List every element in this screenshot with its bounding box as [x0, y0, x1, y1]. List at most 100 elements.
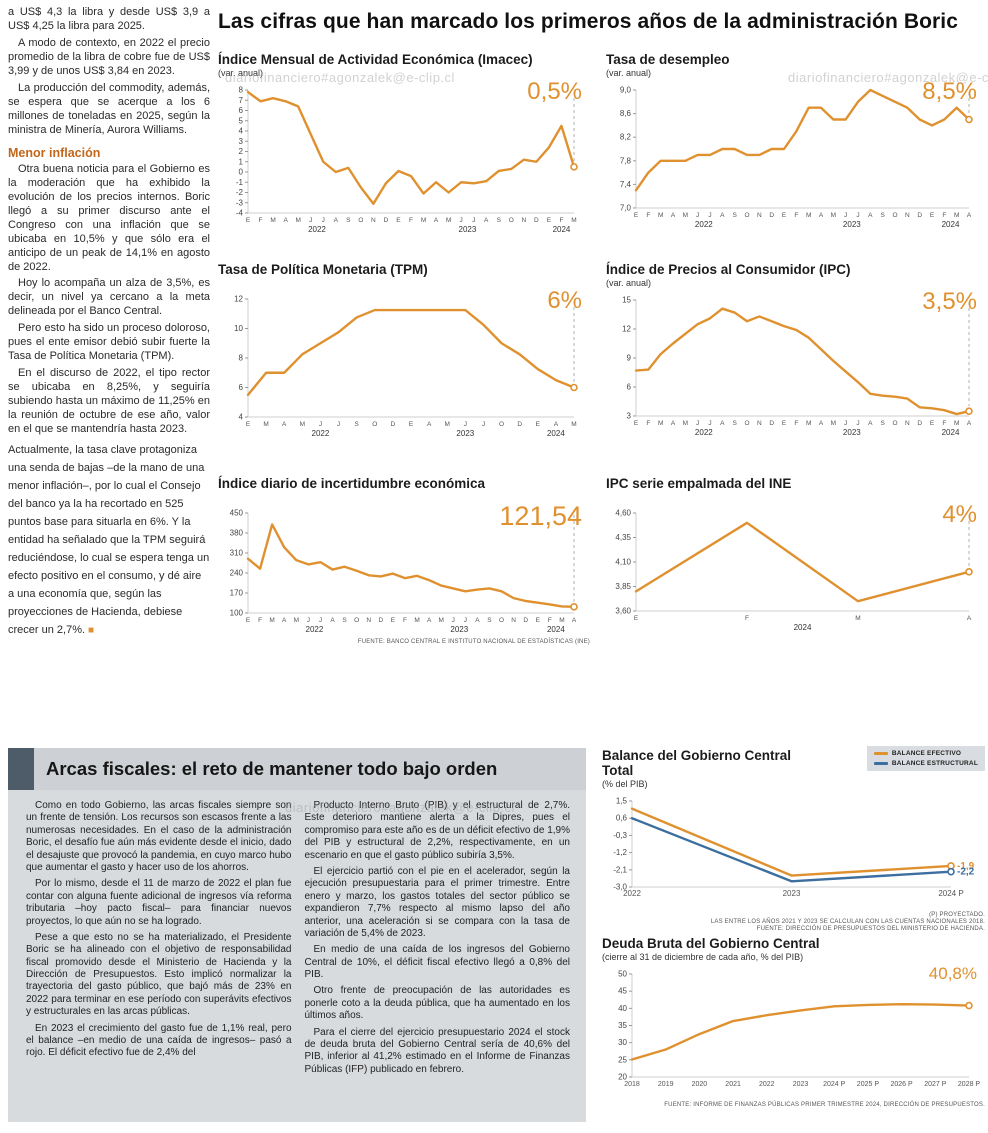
- tpm-line-chart: 6% 12 10 8 6 4 E M A M J J S O D E A M J J O D E A M 2022 2023 202…: [218, 287, 590, 441]
- article-paragraph: El ejercicio partió con el pie en el ace…: [304, 865, 571, 939]
- svg-text:E: E: [246, 617, 251, 624]
- svg-text:A: A: [283, 217, 288, 224]
- svg-text:F: F: [646, 212, 650, 219]
- latest-value-label: 121,54: [499, 501, 582, 531]
- article-paragraph: Por lo mismo, desde el 11 de marzo de 20…: [26, 878, 292, 927]
- latest-value-label: 40,8%: [928, 964, 977, 983]
- article-paragraph: Pese a que esto no se ha materializado, …: [26, 931, 292, 1018]
- svg-text:3,85: 3,85: [615, 582, 631, 591]
- svg-text:35: 35: [618, 1021, 627, 1030]
- svg-text:2026 P: 2026 P: [891, 1081, 914, 1088]
- svg-text:O: O: [499, 617, 504, 624]
- balance-estructural-swatch-icon: [873, 762, 888, 765]
- svg-text:2022: 2022: [759, 1081, 775, 1088]
- article-end-mark-icon: ■: [88, 625, 95, 637]
- svg-text:E: E: [536, 617, 541, 624]
- svg-text:-0,3: -0,3: [613, 831, 627, 840]
- svg-text:E: E: [634, 420, 639, 427]
- svg-text:E: E: [547, 217, 552, 224]
- svg-text:2024: 2024: [547, 625, 565, 634]
- svg-text:S: S: [497, 217, 502, 224]
- ipc-empalmada-line-chart: 4% 4,60 4,35 4,10 3,85 3,60 E F M A 2024: [606, 501, 985, 635]
- svg-text:F: F: [794, 420, 798, 427]
- svg-text:5: 5: [239, 116, 244, 125]
- svg-text:A: A: [819, 212, 824, 219]
- svg-text:2018: 2018: [624, 1081, 640, 1088]
- svg-text:J: J: [464, 421, 467, 428]
- svg-text:1,5: 1,5: [616, 797, 628, 806]
- svg-text:F: F: [258, 617, 262, 624]
- svg-text:4: 4: [239, 413, 244, 422]
- article-paragraph: La producción del commodity, además, se …: [8, 81, 210, 136]
- svg-text:N: N: [757, 212, 762, 219]
- imacec-line-chart: 0,5% 8 7 6 5 4 3 2 1 0 -1 -2 -3 -4 E F M A M J J A S O N D E F M A M J…: [218, 78, 590, 237]
- svg-text:O: O: [358, 217, 363, 224]
- svg-text:0,6: 0,6: [616, 814, 628, 823]
- deuda-line-chart: 40,8% 50 45 40 35 30 25 20 2018 2019 2020 2021 2022…: [602, 964, 985, 1101]
- svg-text:380: 380: [230, 529, 244, 538]
- svg-text:M: M: [571, 421, 576, 428]
- svg-text:M: M: [855, 615, 860, 622]
- svg-text:3: 3: [627, 412, 632, 421]
- arcas-fiscales-section: Arcas fiscales: el reto de mantener todo…: [8, 748, 586, 1122]
- svg-text:M: M: [559, 617, 564, 624]
- svg-text:J: J: [856, 420, 859, 427]
- chart-footnote: (P) PROYECTADO.: [929, 912, 985, 918]
- svg-text:E: E: [409, 421, 414, 428]
- svg-text:4,60: 4,60: [615, 509, 631, 518]
- chart-subtitle: (cierre al 31 de diciembre de cada año, …: [602, 952, 804, 962]
- svg-text:J: J: [319, 617, 322, 624]
- svg-text:15: 15: [622, 296, 631, 305]
- svg-text:6: 6: [239, 106, 244, 115]
- svg-text:8: 8: [239, 86, 244, 95]
- svg-text:40: 40: [618, 1004, 627, 1013]
- section-accent-bar: [8, 748, 34, 790]
- svg-text:7,8: 7,8: [620, 156, 632, 165]
- svg-text:2020: 2020: [692, 1081, 708, 1088]
- svg-text:J: J: [460, 217, 463, 224]
- svg-text:S: S: [354, 421, 359, 428]
- svg-text:2024: 2024: [794, 623, 812, 632]
- svg-text:J: J: [696, 212, 699, 219]
- svg-text:2025 P: 2025 P: [857, 1081, 880, 1088]
- svg-text:J: J: [452, 617, 455, 624]
- article-last-paragraph: Actualmente, la tasa clave protagoniza u…: [8, 440, 210, 638]
- svg-text:45: 45: [618, 987, 627, 996]
- svg-text:N: N: [366, 617, 371, 624]
- svg-text:12: 12: [234, 295, 243, 304]
- svg-text:2023: 2023: [459, 225, 477, 234]
- legend-item-balance-estructural: BALANCE ESTRUCTURAL: [873, 760, 978, 767]
- svg-text:-1: -1: [236, 178, 244, 187]
- svg-text:2023: 2023: [843, 220, 861, 229]
- article-column-2: Producto Interno Bruto (PIB) y el estruc…: [305, 800, 571, 1080]
- svg-text:2022: 2022: [695, 428, 713, 437]
- svg-text:2022: 2022: [312, 429, 330, 438]
- svg-text:-3,0: -3,0: [613, 883, 627, 892]
- legend-label: BALANCE ESTRUCTURAL: [891, 760, 978, 767]
- svg-text:2028 P: 2028 P: [958, 1081, 981, 1088]
- svg-text:310: 310: [230, 549, 244, 558]
- svg-text:-3: -3: [236, 198, 244, 207]
- svg-text:1: 1: [239, 157, 244, 166]
- section-title: Arcas fiscales: el reto de mantener todo…: [46, 758, 498, 779]
- svg-text:O: O: [744, 212, 749, 219]
- svg-text:12: 12: [622, 325, 631, 334]
- chart-ipc: Índice de Precios al Consumidor (IPC) (v…: [606, 262, 985, 440]
- svg-text:E: E: [782, 420, 787, 427]
- svg-text:A: A: [671, 420, 676, 427]
- svg-text:D: D: [534, 217, 539, 224]
- svg-text:M: M: [954, 420, 959, 427]
- svg-text:F: F: [942, 212, 946, 219]
- svg-text:-1,9: -1,9: [957, 861, 975, 872]
- svg-text:D: D: [769, 212, 774, 219]
- article-paragraph: Hoy lo acompaña un alza de 3,5%, es deci…: [8, 277, 210, 318]
- balance-line-chart: 1,5 0,6 -0,3 -1,2 -2,1 -3,0 2022 2023 2024 P -1,9…: [602, 793, 985, 911]
- svg-text:D: D: [917, 212, 922, 219]
- svg-text:J: J: [708, 212, 711, 219]
- article-paragraph: Otra buena noticia para el Gobierno es l…: [8, 162, 210, 273]
- svg-text:M: M: [270, 217, 275, 224]
- svg-text:F: F: [646, 420, 650, 427]
- svg-text:2024 P: 2024 P: [938, 889, 963, 898]
- svg-text:A: A: [720, 212, 725, 219]
